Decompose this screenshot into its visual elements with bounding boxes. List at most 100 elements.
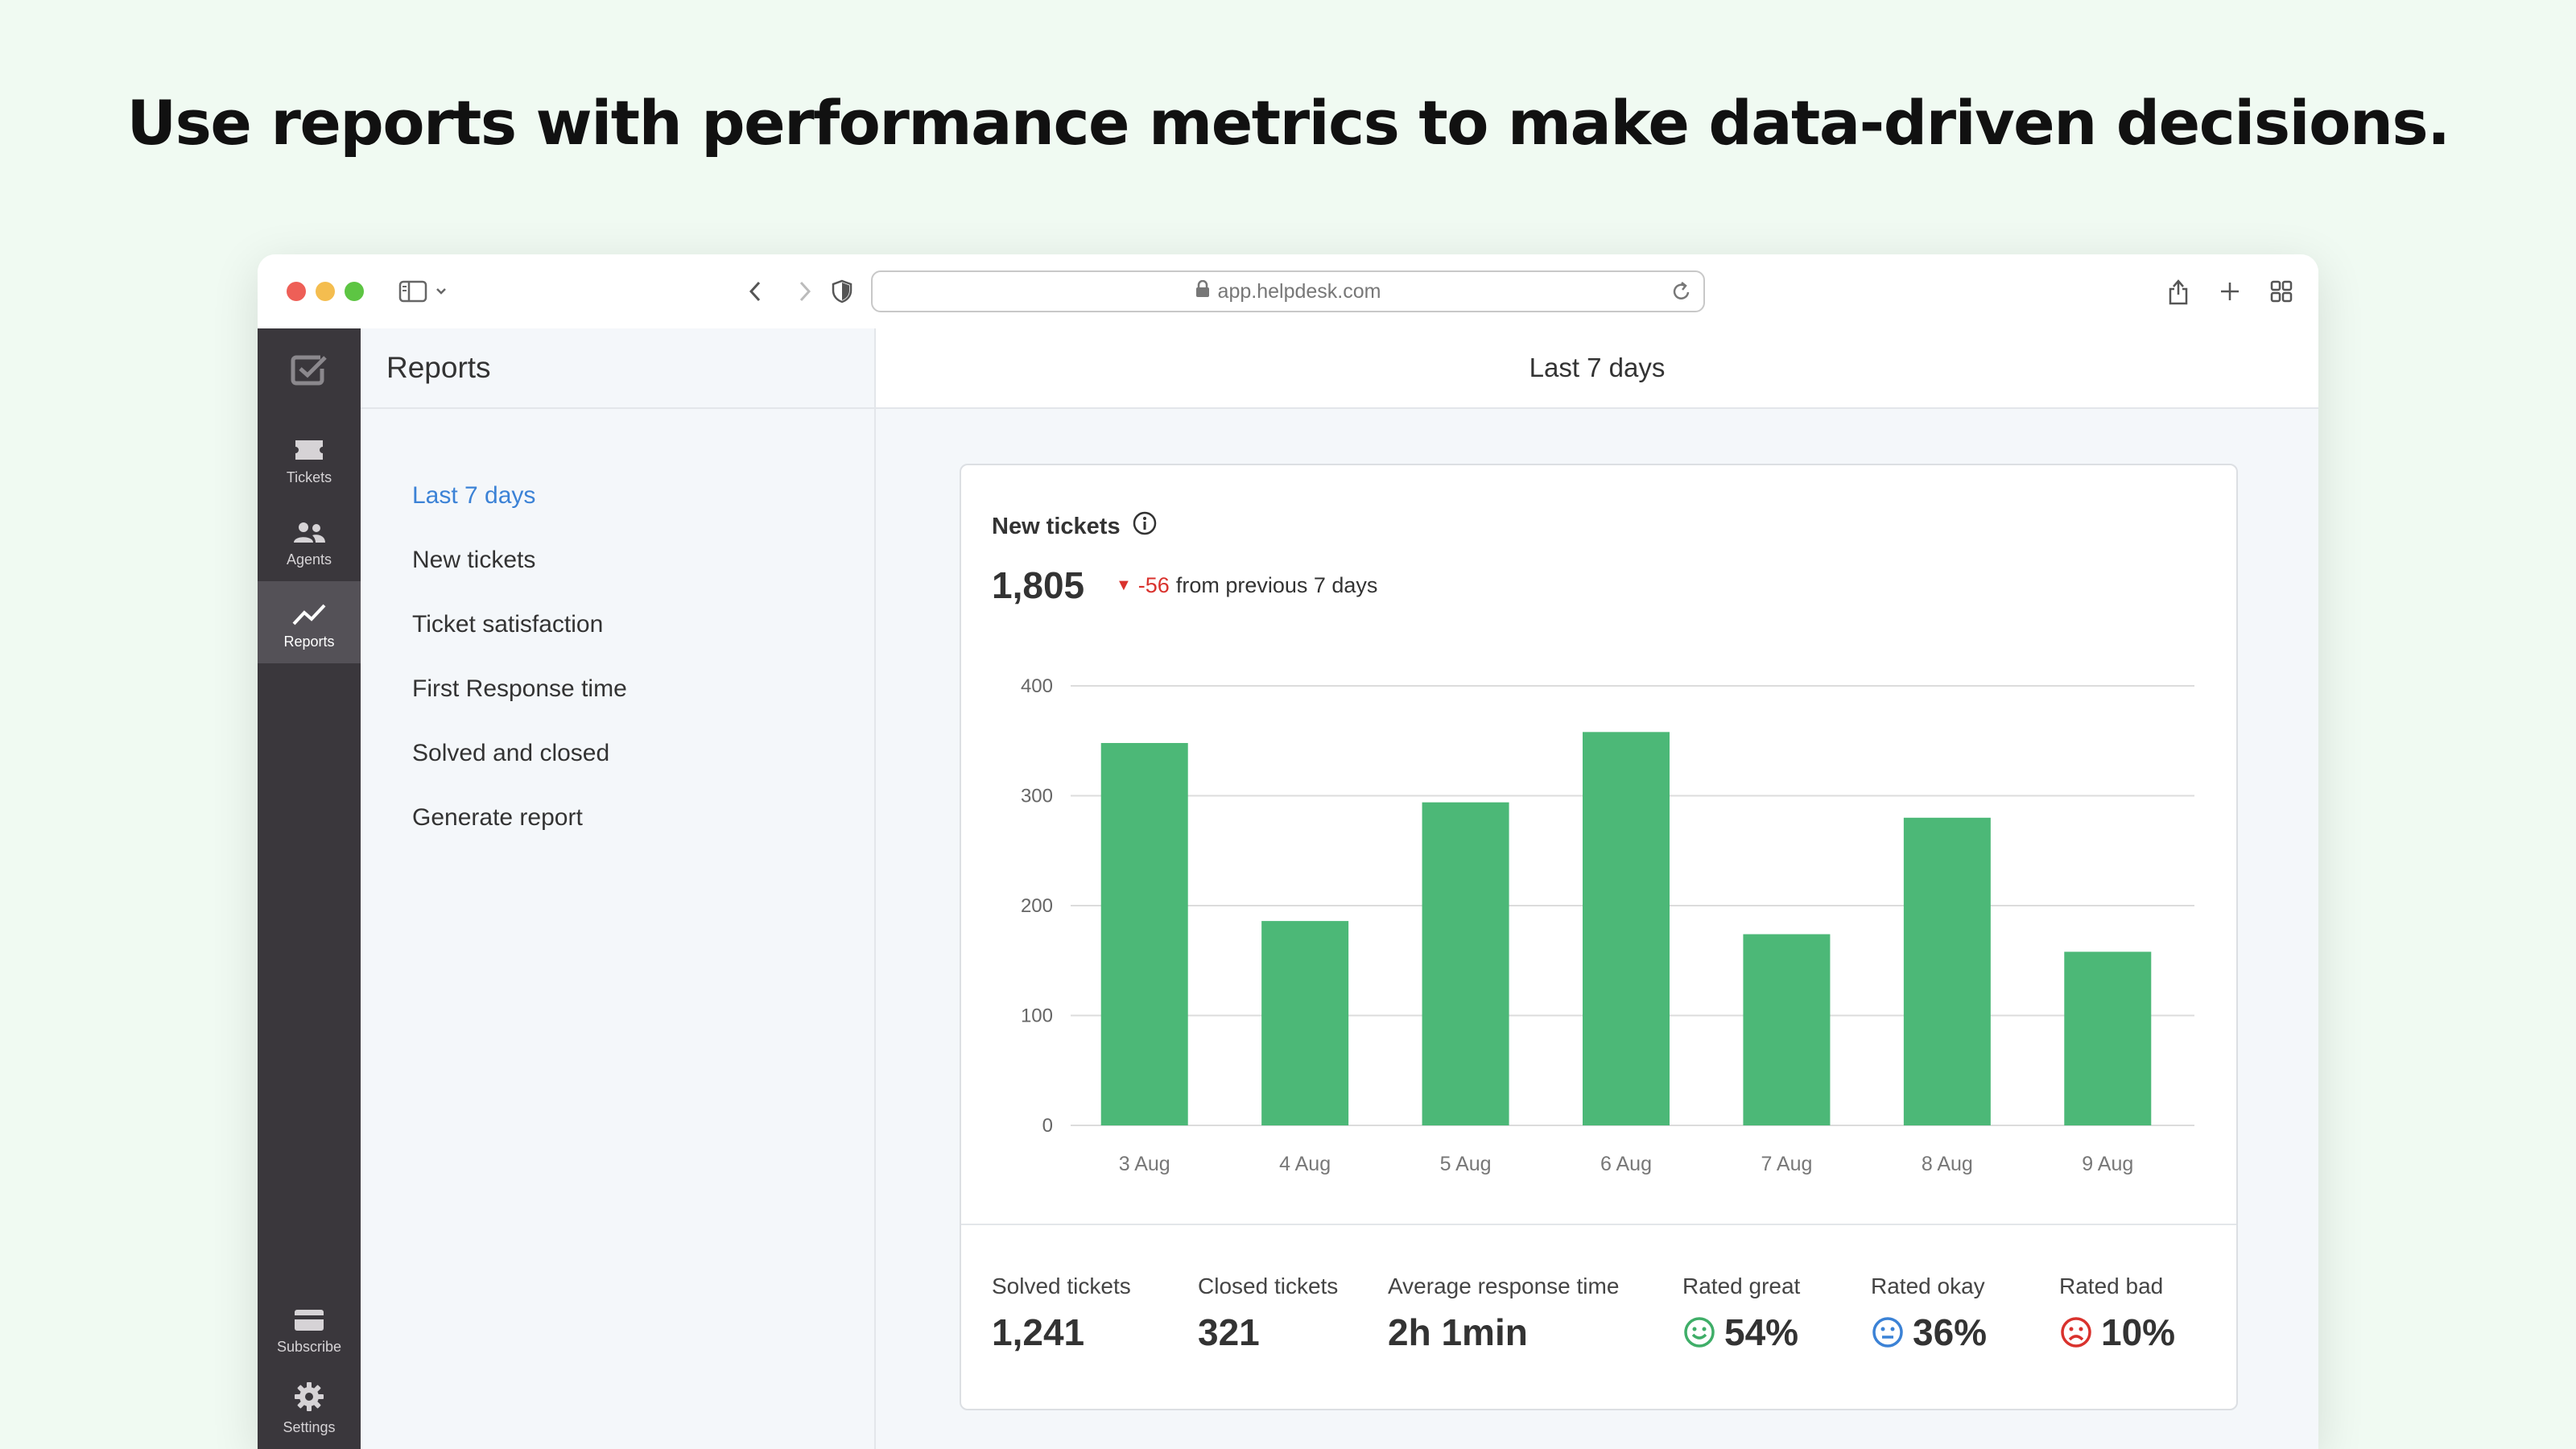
rail-item-tickets[interactable]: Tickets	[258, 417, 361, 499]
info-icon[interactable]	[1132, 510, 1158, 543]
back-icon[interactable]	[737, 274, 773, 309]
tab-overview-icon[interactable]	[2264, 274, 2299, 309]
browser-window: app.helpdesk.com	[258, 254, 2318, 1449]
rail-label-subscribe: Subscribe	[276, 1339, 342, 1355]
rail-label-settings: Settings	[283, 1419, 336, 1435]
bar-9-aug[interactable]	[2064, 952, 2152, 1125]
bar-6-aug[interactable]	[1583, 732, 1670, 1125]
x-tick-label: 6 Aug	[1600, 1153, 1652, 1175]
change-text: from previous 7 days	[1175, 573, 1378, 597]
app-nav-rail: Tickets Agents Reports Subscribe	[258, 328, 361, 1449]
menu-item-ticket-satisfaction[interactable]: Ticket satisfaction	[412, 611, 604, 638]
stat-label: Rated bad	[2059, 1274, 2164, 1298]
stat-value: 54%	[1682, 1311, 1800, 1354]
bar-4-aug[interactable]	[1261, 921, 1349, 1125]
stat-rated-okay: Rated okay 36%	[1871, 1274, 1987, 1354]
stat-label: Solved tickets	[992, 1274, 1131, 1298]
x-tick-label: 5 Aug	[1440, 1153, 1492, 1175]
agents-icon	[294, 522, 325, 543]
stat-value-text: 10%	[2101, 1311, 2176, 1353]
browser-toolbar: app.helpdesk.com	[258, 254, 2318, 328]
share-icon[interactable]	[2161, 274, 2196, 309]
bar-5-aug[interactable]	[1422, 802, 1509, 1125]
reports-icon	[292, 604, 326, 625]
stat-value-text: 54%	[1724, 1311, 1799, 1353]
x-tick-label: 3 Aug	[1119, 1153, 1170, 1175]
stat-label: Rated great	[1682, 1274, 1801, 1298]
y-tick-label: 400	[1021, 675, 1053, 697]
stat-rated-bad: Rated bad 10%	[2059, 1274, 2175, 1354]
new-tickets-card: New tickets 1,805 ▼ -56 from previous 7 …	[960, 464, 2238, 1410]
new-tab-icon[interactable]	[2212, 274, 2248, 309]
reports-side-panel: Reports Last 7 days New tickets Ticket s…	[361, 328, 876, 1449]
x-tick-label: 4 Aug	[1279, 1153, 1331, 1175]
menu-item-first-response-time[interactable]: First Response time	[412, 675, 627, 702]
rail-item-agents[interactable]: Agents	[258, 499, 361, 581]
new-tickets-bar-chart: 0 100 200 300 400 3 Aug 4 Aug 5 Aug 6 Aug 7 Aug 8 …	[1021, 675, 2194, 1175]
bar-8-aug[interactable]	[1903, 817, 1991, 1125]
stat-rated-great: Rated great 54%	[1682, 1274, 1800, 1354]
main-content: Last 7 days New tickets 1,805 ▼ -56 from…	[876, 328, 2318, 1449]
y-tick-label: 0	[1042, 1115, 1053, 1137]
menu-item-solved-and-closed[interactable]: Solved and closed	[412, 740, 610, 766]
change-indicator: ▼ -56 from previous 7 days	[1116, 573, 1377, 598]
headline: Use reports with performance metrics to …	[126, 87, 2450, 159]
menu-item-new-tickets[interactable]: New tickets	[412, 547, 536, 573]
side-panel-title: Reports	[361, 328, 874, 409]
url-text: app.helpdesk.com	[1217, 279, 1381, 303]
stat-value-text: 36%	[1913, 1311, 1988, 1353]
forward-icon[interactable]	[787, 274, 823, 309]
bar-7-aug[interactable]	[1743, 934, 1831, 1125]
change-value: -56	[1137, 573, 1170, 597]
close-window-button[interactable]	[287, 282, 306, 301]
down-triangle-icon: ▼	[1116, 576, 1132, 594]
stat-average-response-time: Average response time 2h 1min	[1388, 1274, 1619, 1354]
card-divider	[961, 1224, 2236, 1225]
card-title: New tickets	[992, 510, 1158, 543]
card-title-text: New tickets	[992, 513, 1121, 539]
stat-value-text: 1,241	[992, 1311, 1085, 1353]
bar-3-aug[interactable]	[1100, 742, 1188, 1125]
sidebar-toggle-icon[interactable]	[394, 274, 459, 309]
y-tick-label: 300	[1021, 786, 1053, 807]
y-tick-label: 100	[1021, 1005, 1053, 1027]
smile-icon	[1684, 1317, 1715, 1348]
helpdesk-logo-icon[interactable]	[288, 351, 330, 394]
menu-item-last-7-days[interactable]: Last 7 days	[412, 482, 536, 509]
x-tick-label: 8 Aug	[1922, 1153, 1973, 1175]
x-tick-label: 9 Aug	[2082, 1153, 2133, 1175]
stat-value: 10%	[2059, 1311, 2175, 1354]
ticket-icon	[295, 440, 323, 460]
minimize-window-button[interactable]	[316, 282, 335, 301]
neutral-face-icon	[1872, 1317, 1903, 1348]
reports-menu: Last 7 days New tickets Ticket satisfact…	[361, 409, 874, 850]
main-header-title: Last 7 days	[876, 328, 2318, 409]
menu-item-generate-report[interactable]: Generate report	[412, 804, 583, 831]
stat-value-text: 2h 1min	[1388, 1311, 1528, 1353]
stat-solved-tickets: Solved tickets 1,241	[992, 1274, 1131, 1354]
maximize-window-button[interactable]	[345, 282, 364, 301]
stat-value: 2h 1min	[1388, 1311, 1619, 1354]
stat-closed-tickets: Closed tickets 321	[1198, 1274, 1338, 1354]
new-tickets-total: 1,805	[992, 564, 1085, 606]
rail-item-settings[interactable]: Settings	[258, 1367, 361, 1449]
rail-label-agents: Agents	[286, 551, 332, 568]
stat-value: 321	[1198, 1311, 1338, 1354]
rail-item-subscribe[interactable]: Subscribe	[258, 1286, 361, 1368]
gear-icon	[295, 1382, 324, 1411]
y-tick-label: 200	[1021, 895, 1053, 917]
x-tick-label: 7 Aug	[1761, 1153, 1812, 1175]
rail-item-reports[interactable]: Reports	[258, 581, 361, 663]
stat-value: 1,241	[992, 1311, 1131, 1354]
privacy-shield-icon[interactable]	[824, 274, 860, 309]
stat-label: Rated okay	[1871, 1274, 1985, 1298]
stat-value-text: 321	[1198, 1311, 1260, 1353]
rail-label-reports: Reports	[283, 634, 335, 650]
card-icon	[295, 1310, 324, 1331]
address-bar[interactable]: app.helpdesk.com	[871, 270, 1705, 312]
reload-icon[interactable]	[1671, 280, 1692, 308]
stat-label: Average response time	[1388, 1274, 1620, 1298]
frown-icon	[2061, 1317, 2091, 1348]
rail-label-tickets: Tickets	[286, 469, 332, 485]
lock-icon	[1195, 279, 1210, 303]
